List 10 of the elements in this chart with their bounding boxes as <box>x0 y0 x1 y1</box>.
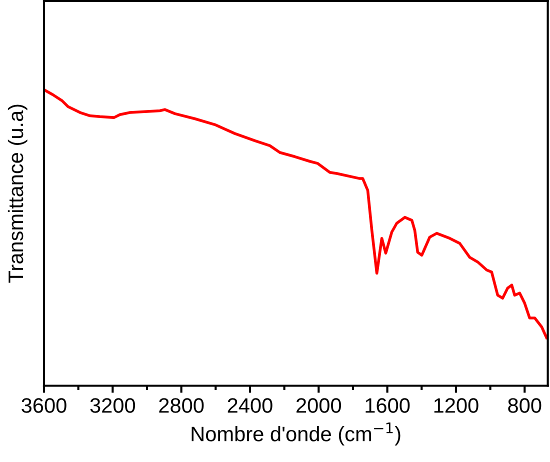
x-tick-label: 1600 <box>366 398 410 413</box>
x-axis-title: Nombre d'onde (cm$^{−1}$) <box>192 422 400 446</box>
x-tick-label: 2000 <box>296 398 342 413</box>
x-tick-label: 3200 <box>90 398 136 413</box>
x-tick-label: 2400 <box>228 398 272 413</box>
x-tick-label: 1200 <box>434 398 478 413</box>
x-tick-label: 800 <box>508 398 542 413</box>
y-axis-title: Transmittance (u.a) <box>8 104 28 283</box>
x-tick-label: 3600 <box>22 398 66 413</box>
x-tick-label: 2800 <box>159 398 204 413</box>
